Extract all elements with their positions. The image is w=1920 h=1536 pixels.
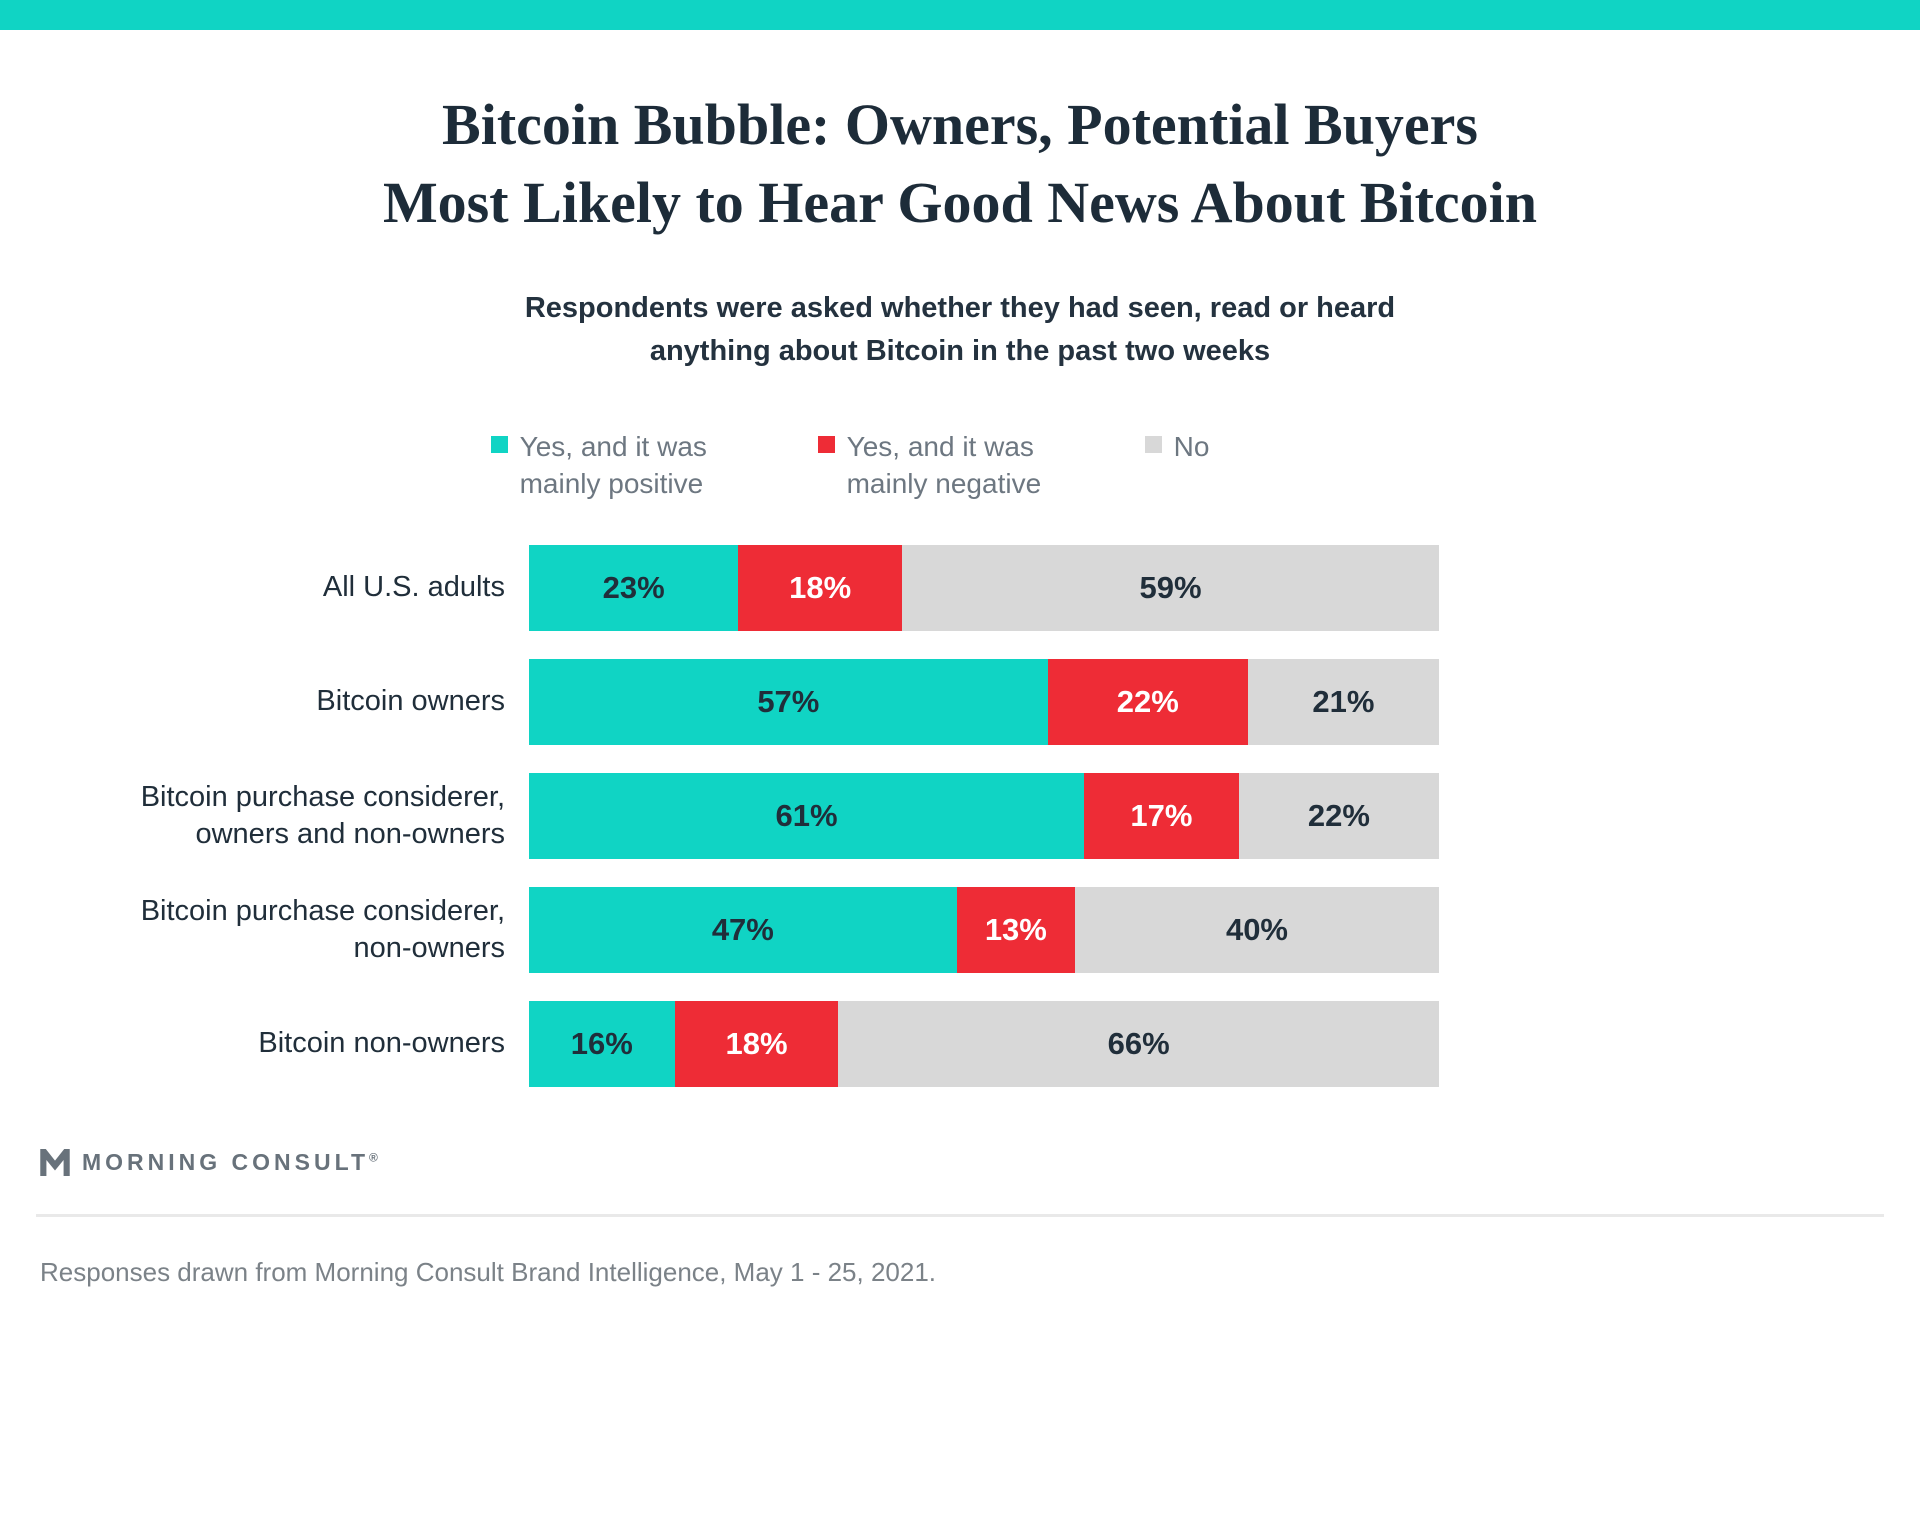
chart-row: Bitcoin owners 57% 22% 21%: [110, 659, 1920, 746]
bar-stack: 61% 17% 22%: [529, 773, 1439, 860]
bar-value-label: 23%: [602, 570, 665, 606]
footer-divider: [36, 1214, 1884, 1218]
bar-segment-positive: 23%: [529, 545, 739, 632]
bar-value-label: 13%: [984, 912, 1047, 948]
chart-title: Bitcoin Bubble: Owners, Potential Buyers…: [382, 92, 1538, 236]
legend-item-negative: Yes, and it was mainly negative: [817, 428, 1099, 504]
bar-value-label: 57%: [757, 684, 820, 720]
legend-item-positive: Yes, and it was mainly positive: [490, 428, 772, 504]
bar-segment-positive: 57%: [529, 659, 1048, 746]
bar-stack: 23% 18% 59%: [529, 545, 1439, 632]
bar-segment-no: 66%: [838, 1001, 1439, 1088]
category-label: Bitcoin purchase considerer, owners and …: [140, 780, 505, 851]
bar-value-label: 59%: [1139, 570, 1202, 606]
bar-segment-positive: 16%: [529, 1001, 675, 1088]
category-label: Bitcoin non-owners: [258, 1027, 505, 1060]
bar-value-label: 18%: [789, 570, 852, 606]
legend-swatch-positive: [490, 435, 508, 453]
bar-segment-negative: 22%: [1047, 659, 1248, 746]
bar-value-label: 16%: [570, 1026, 633, 1062]
bar-segment-positive: 47%: [529, 887, 957, 974]
brand-name: MORNING CONSULT®: [82, 1149, 382, 1176]
bar-segment-negative: 18%: [674, 1001, 839, 1088]
brand-footer: MORNING CONSULT®: [40, 1149, 1920, 1177]
source-note: Responses drawn from Morning Consult Bra…: [40, 1257, 937, 1288]
legend-swatch-negative: [817, 435, 835, 453]
bar-segment-no: 21%: [1247, 659, 1439, 746]
stacked-bar-chart: All U.S. adults 23% 18% 59% Bitcoin owners 57…: [110, 545, 1920, 1088]
category-label: All U.S. adults: [322, 571, 505, 604]
morning-consult-logo-icon: [40, 1149, 70, 1177]
bar-segment-no: 59%: [902, 545, 1439, 632]
bar-stack: 16% 18% 66%: [529, 1001, 1439, 1088]
bar-value-label: 40%: [1225, 912, 1288, 948]
bar-value-label: 17%: [1130, 798, 1193, 834]
category-label: Bitcoin purchase considerer, non-owners: [140, 894, 505, 965]
bar-value-label: 22%: [1307, 798, 1370, 834]
trademark-symbol: ®: [369, 1150, 382, 1165]
bar-value-label: 22%: [1116, 684, 1179, 720]
bar-value-label: 66%: [1107, 1026, 1170, 1062]
legend-label-positive: Yes, and it was mainly positive: [519, 430, 707, 500]
bar-value-label: 21%: [1312, 684, 1375, 720]
bar-stack: 57% 22% 21%: [529, 659, 1439, 746]
chart-row: Bitcoin purchase considerer, owners and …: [110, 773, 1920, 860]
bar-stack: 47% 13% 40%: [529, 887, 1439, 974]
chart-row: All U.S. adults 23% 18% 59%: [110, 545, 1920, 632]
legend-swatch-no: [1144, 435, 1162, 453]
chart-rows: All U.S. adults 23% 18% 59% Bitcoin owners 57…: [110, 545, 1920, 1088]
bar-segment-negative: 17%: [1084, 773, 1239, 860]
bar-segment-negative: 13%: [956, 887, 1075, 974]
bar-segment-no: 40%: [1074, 887, 1439, 974]
legend: Yes, and it was mainly positive Yes, and …: [0, 428, 1700, 504]
chart-row: Bitcoin non-owners 16% 18% 66%: [110, 1001, 1920, 1088]
chart-subtitle: Respondents were asked whether they had …: [524, 291, 1396, 368]
top-accent-stripe: [0, 0, 1920, 30]
chart-row: Bitcoin purchase considerer, non-owners 4…: [110, 887, 1920, 974]
bar-value-label: 61%: [775, 798, 838, 834]
legend-item-no: No: [1144, 428, 1210, 504]
bar-segment-no: 22%: [1238, 773, 1439, 860]
bar-value-label: 47%: [711, 912, 774, 948]
category-label: Bitcoin owners: [316, 685, 505, 718]
legend-label-no: No: [1173, 430, 1210, 462]
legend-label-negative: Yes, and it was mainly negative: [846, 430, 1042, 500]
bar-segment-positive: 61%: [529, 773, 1085, 860]
bar-value-label: 18%: [725, 1026, 788, 1062]
bar-segment-negative: 18%: [738, 545, 903, 632]
